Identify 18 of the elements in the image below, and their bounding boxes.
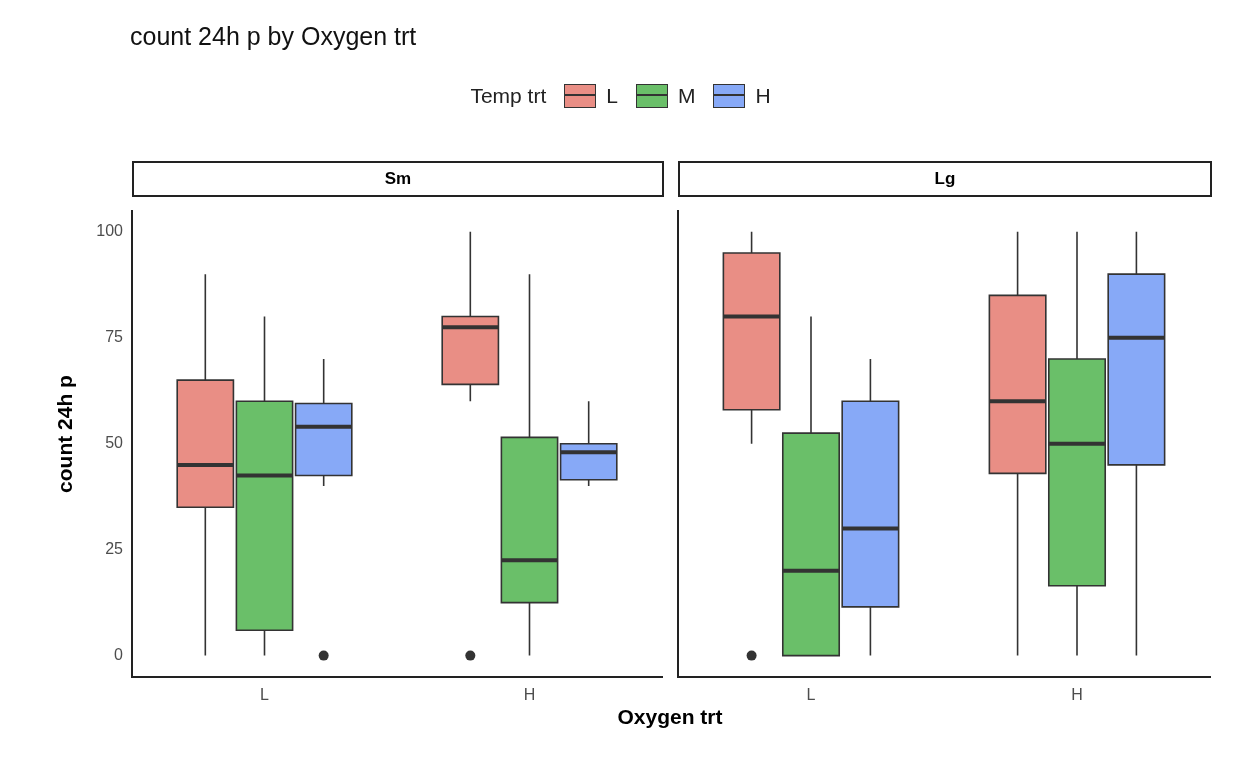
- legend-title: Temp trt: [470, 84, 547, 108]
- y-tick-label: 50: [105, 434, 124, 452]
- x-tick-label: L: [260, 685, 270, 703]
- chart-subtitle: Sm: [132, 161, 664, 197]
- legend-label: L: [606, 84, 618, 108]
- x-tick-label: L: [806, 685, 816, 703]
- chart-subtitle: Lg: [678, 161, 1212, 197]
- y-tick-label: 25: [105, 540, 124, 558]
- x-axis-title: Oxygen trt: [617, 705, 723, 729]
- legend-label: M: [677, 84, 696, 108]
- y-tick-label: 0: [114, 646, 124, 664]
- y-tick-label: 100: [96, 222, 124, 240]
- y-tick-label: 75: [105, 328, 124, 346]
- legend-label: H: [755, 84, 771, 108]
- chart-title: count 24h p by Oxygen trt: [130, 22, 417, 51]
- x-tick-label: H: [1071, 685, 1083, 703]
- y-axis-title: count 24h p: [53, 375, 77, 493]
- x-tick-label: H: [523, 685, 536, 703]
